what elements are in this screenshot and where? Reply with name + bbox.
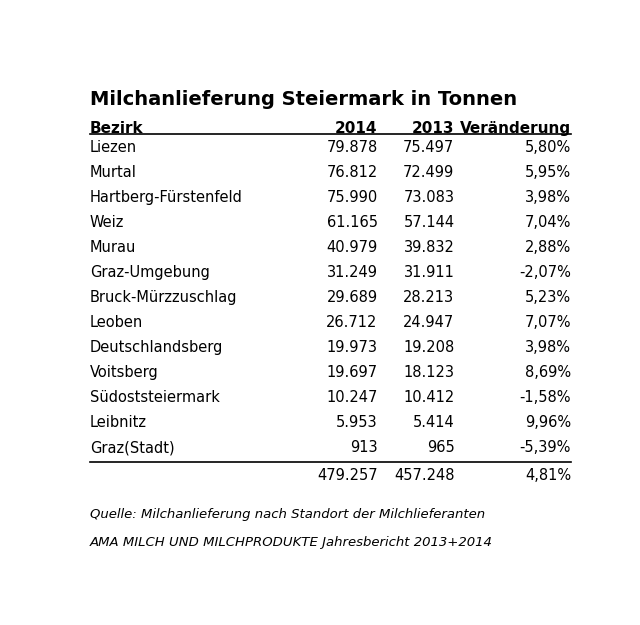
Text: Graz(Stadt): Graz(Stadt) [90, 440, 175, 455]
Text: 40.979: 40.979 [326, 240, 378, 255]
Text: 19.208: 19.208 [403, 340, 454, 355]
Text: 479.257: 479.257 [317, 468, 378, 483]
Text: 18.123: 18.123 [403, 365, 454, 380]
Text: 39.832: 39.832 [404, 240, 454, 255]
Text: 24.947: 24.947 [403, 315, 454, 330]
Text: Deutschlandsberg: Deutschlandsberg [90, 340, 223, 355]
Text: Voitsberg: Voitsberg [90, 365, 159, 380]
Text: Südoststeiermark: Südoststeiermark [90, 390, 220, 405]
Text: 9,96%: 9,96% [525, 415, 571, 430]
Text: 2,88%: 2,88% [525, 240, 571, 255]
Text: 26.712: 26.712 [326, 315, 378, 330]
Text: Bezirk: Bezirk [90, 121, 143, 136]
Text: Veränderung: Veränderung [460, 121, 571, 136]
Text: 5,23%: 5,23% [525, 290, 571, 305]
Text: AMA MILCH UND MILCHPRODUKTE Jahresbericht 2013+2014: AMA MILCH UND MILCHPRODUKTE Jahresberich… [90, 536, 493, 549]
Text: 5,80%: 5,80% [525, 140, 571, 155]
Text: 7,07%: 7,07% [525, 315, 571, 330]
Text: 3,98%: 3,98% [525, 190, 571, 205]
Text: Leoben: Leoben [90, 315, 143, 330]
Text: 2014: 2014 [335, 121, 378, 136]
Text: 19.697: 19.697 [326, 365, 378, 380]
Text: 5,95%: 5,95% [525, 165, 571, 180]
Text: 73.083: 73.083 [403, 190, 454, 205]
Text: 7,04%: 7,04% [525, 215, 571, 230]
Text: 5.414: 5.414 [413, 415, 454, 430]
Text: 75.497: 75.497 [403, 140, 454, 155]
Text: 76.812: 76.812 [326, 165, 378, 180]
Text: 3,98%: 3,98% [525, 340, 571, 355]
Text: 10.412: 10.412 [403, 390, 454, 405]
Text: Quelle: Milchanlieferung nach Standort der Milchlieferanten: Quelle: Milchanlieferung nach Standort d… [90, 508, 485, 521]
Text: Graz-Umgebung: Graz-Umgebung [90, 265, 210, 280]
Text: 29.689: 29.689 [326, 290, 378, 305]
Text: 75.990: 75.990 [326, 190, 378, 205]
Text: 457.248: 457.248 [394, 468, 454, 483]
Text: 19.973: 19.973 [326, 340, 378, 355]
Text: Liezen: Liezen [90, 140, 137, 155]
Text: -1,58%: -1,58% [520, 390, 571, 405]
Text: Weiz: Weiz [90, 215, 124, 230]
Text: Bruck-Mürzzuschlag: Bruck-Mürzzuschlag [90, 290, 237, 305]
Text: 913: 913 [350, 440, 378, 455]
Text: 61.165: 61.165 [326, 215, 378, 230]
Text: Murau: Murau [90, 240, 136, 255]
Text: 31.249: 31.249 [326, 265, 378, 280]
Text: 8,69%: 8,69% [525, 365, 571, 380]
Text: -5,39%: -5,39% [520, 440, 571, 455]
Text: 5.953: 5.953 [336, 415, 378, 430]
Text: 965: 965 [427, 440, 454, 455]
Text: -2,07%: -2,07% [519, 265, 571, 280]
Text: Milchanlieferung Steiermark in Tonnen: Milchanlieferung Steiermark in Tonnen [90, 91, 517, 109]
Text: 31.911: 31.911 [404, 265, 454, 280]
Text: 57.144: 57.144 [403, 215, 454, 230]
Text: Hartberg-Fürstenfeld: Hartberg-Fürstenfeld [90, 190, 243, 205]
Text: 79.878: 79.878 [326, 140, 378, 155]
Text: 2013: 2013 [412, 121, 454, 136]
Text: 28.213: 28.213 [403, 290, 454, 305]
Text: 72.499: 72.499 [403, 165, 454, 180]
Text: Leibnitz: Leibnitz [90, 415, 147, 430]
Text: Murtal: Murtal [90, 165, 137, 180]
Text: 10.247: 10.247 [326, 390, 378, 405]
Text: 4,81%: 4,81% [525, 468, 571, 483]
